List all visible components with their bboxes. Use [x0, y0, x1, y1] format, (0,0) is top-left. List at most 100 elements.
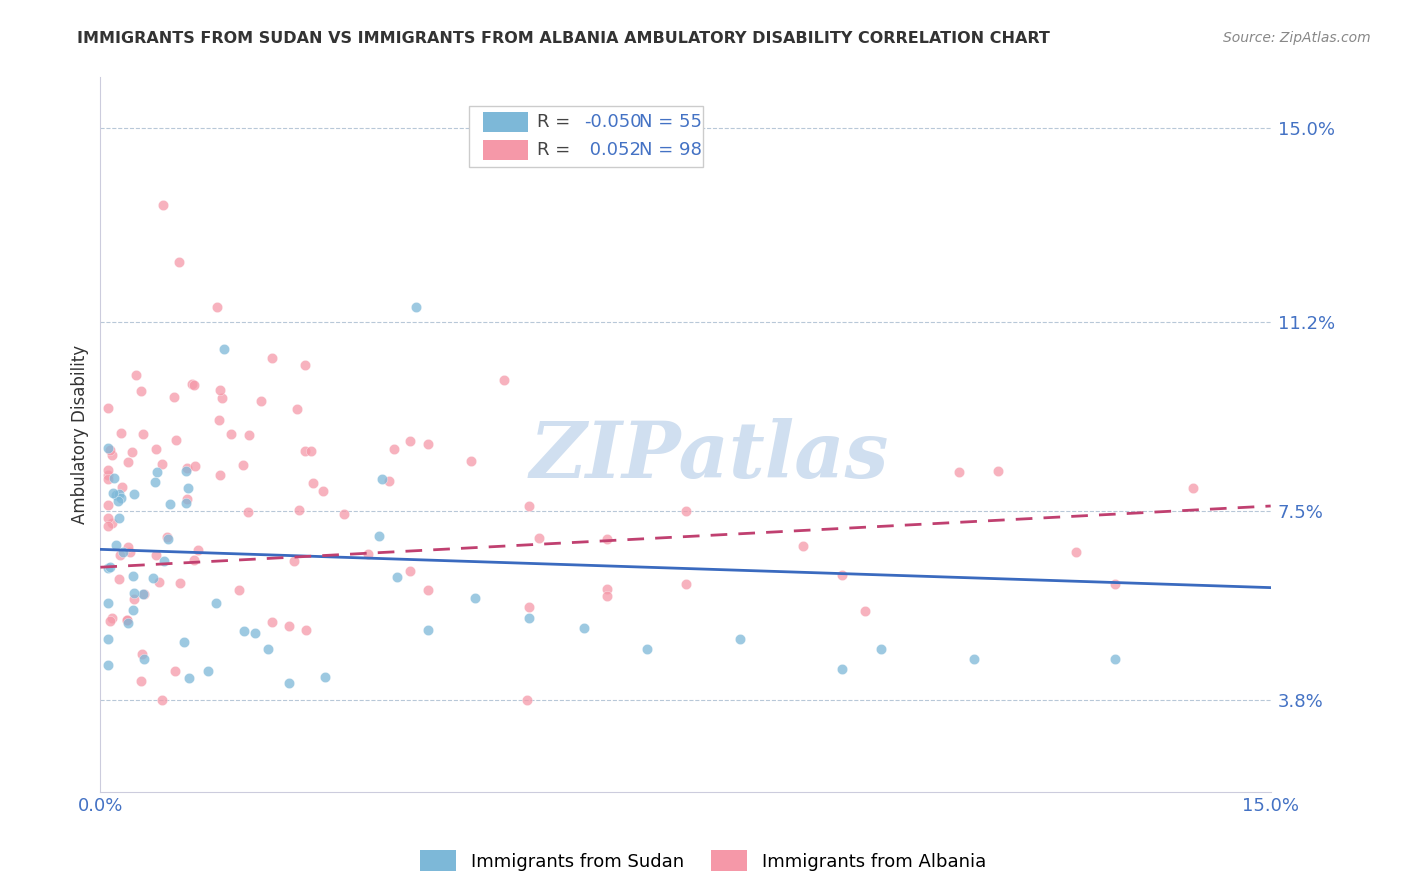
- Bar: [484, 112, 527, 132]
- Point: [101, 486, 124, 500]
- Point: [124, 591, 146, 606]
- Legend: Immigrants from Sudan, Immigrants from Albania: Immigrants from Sudan, Immigrants from A…: [413, 843, 993, 879]
- Point: [675, 504, 697, 518]
- Point: [238, 427, 260, 442]
- Point: [232, 458, 254, 472]
- Text: R =: R =: [498, 140, 537, 158]
- Point: [295, 624, 318, 638]
- Bar: [470, 106, 703, 167]
- Point: [176, 492, 198, 507]
- Point: [163, 664, 186, 678]
- Point: [460, 454, 482, 468]
- Point: [121, 445, 143, 459]
- Point: [219, 426, 242, 441]
- Point: [152, 693, 174, 707]
- Point: [124, 486, 146, 500]
- Point: [131, 647, 153, 661]
- Point: [183, 552, 205, 566]
- Point: [494, 373, 516, 387]
- Point: [173, 634, 195, 648]
- Point: [117, 455, 139, 469]
- Point: [212, 343, 235, 357]
- Point: [675, 577, 697, 591]
- Point: [596, 582, 619, 596]
- Point: [176, 496, 198, 510]
- Point: [101, 448, 124, 462]
- Point: [211, 391, 233, 405]
- Point: [103, 471, 125, 485]
- Point: [146, 465, 169, 479]
- Point: [163, 390, 186, 404]
- Point: [177, 671, 200, 685]
- Point: [314, 669, 336, 683]
- Point: [516, 693, 538, 707]
- Point: [371, 471, 394, 485]
- Point: [572, 622, 595, 636]
- Point: [184, 459, 207, 474]
- Text: N = 98: N = 98: [609, 140, 672, 158]
- Point: [118, 545, 141, 559]
- Point: [792, 539, 814, 553]
- Point: [302, 475, 325, 490]
- Point: [165, 434, 187, 448]
- Point: [228, 583, 250, 598]
- Point: [156, 530, 179, 544]
- Point: [382, 442, 405, 457]
- Point: [117, 615, 139, 630]
- Point: [124, 585, 146, 599]
- Point: [174, 464, 197, 478]
- Point: [97, 467, 120, 482]
- Point: [250, 394, 273, 409]
- Point: [262, 615, 284, 629]
- Point: [97, 510, 120, 524]
- Point: [134, 652, 156, 666]
- Point: [636, 641, 658, 656]
- Point: [110, 491, 132, 506]
- Text: N = 98: N = 98: [638, 141, 702, 159]
- Point: [299, 444, 322, 458]
- Point: [129, 673, 152, 688]
- Point: [519, 611, 541, 625]
- Point: [159, 497, 181, 511]
- Point: [398, 434, 420, 448]
- Point: [405, 300, 427, 314]
- Point: [121, 568, 143, 582]
- Point: [143, 475, 166, 490]
- Point: [134, 587, 156, 601]
- Point: [519, 499, 541, 513]
- Point: [853, 604, 876, 618]
- Point: [831, 662, 853, 676]
- Point: [117, 540, 139, 554]
- Point: [111, 545, 134, 559]
- Point: [278, 619, 301, 633]
- Point: [107, 572, 129, 586]
- Point: [527, 532, 550, 546]
- Point: [110, 426, 132, 441]
- Point: [142, 571, 165, 585]
- Point: [869, 641, 891, 656]
- Point: [987, 464, 1010, 478]
- Text: R =: R =: [537, 141, 576, 159]
- Text: Source: ZipAtlas.com: Source: ZipAtlas.com: [1223, 31, 1371, 45]
- Point: [156, 533, 179, 547]
- Text: -0.050: -0.050: [540, 115, 596, 133]
- Y-axis label: Ambulatory Disability: Ambulatory Disability: [72, 345, 89, 524]
- Point: [101, 516, 124, 531]
- Point: [963, 652, 986, 666]
- Point: [236, 505, 259, 519]
- Text: R =: R =: [498, 115, 537, 133]
- Point: [121, 603, 143, 617]
- Text: 0.052: 0.052: [583, 141, 641, 159]
- Point: [197, 664, 219, 678]
- Point: [153, 554, 176, 568]
- Point: [117, 613, 139, 627]
- Point: [176, 460, 198, 475]
- Point: [187, 542, 209, 557]
- Point: [287, 502, 309, 516]
- Point: [332, 507, 354, 521]
- Point: [108, 487, 131, 501]
- Text: N = 55: N = 55: [609, 115, 672, 133]
- Point: [129, 384, 152, 399]
- Point: [105, 488, 128, 502]
- Text: ZIPatlas: ZIPatlas: [529, 417, 889, 494]
